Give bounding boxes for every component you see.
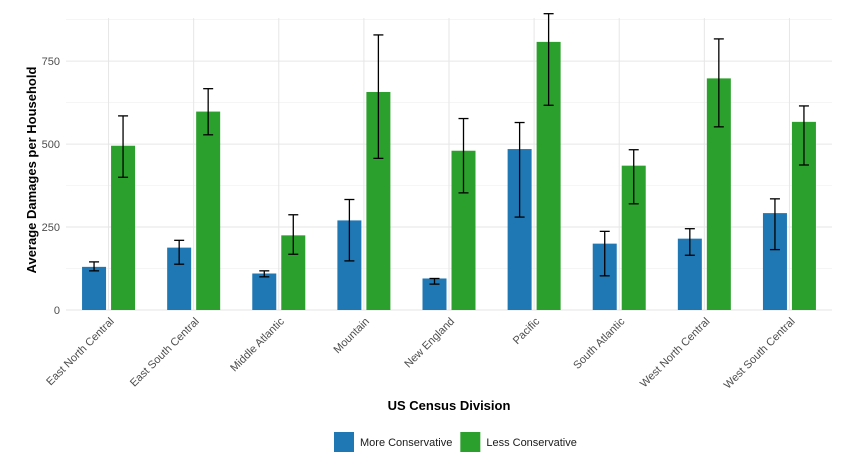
x-axis-title: US Census Division	[388, 398, 511, 413]
error-bar	[344, 198, 355, 262]
y-tick-label: 500	[42, 139, 60, 151]
x-tick-label: West South Central	[722, 316, 798, 392]
x-tick-label: East North Central	[44, 316, 116, 388]
error-bar	[599, 230, 610, 277]
y-tick-labels: 0 250 500 750	[42, 56, 60, 317]
bar	[82, 266, 107, 310]
bar	[507, 149, 532, 310]
error-bar	[458, 117, 469, 194]
error-bar	[89, 261, 100, 272]
legend-label: More Conservative	[360, 437, 452, 449]
error-bar	[203, 88, 214, 136]
legend-label: Less Conservative	[486, 437, 577, 449]
legend-item: Less Conservative	[460, 432, 577, 452]
error-bar	[174, 239, 185, 265]
error-bar	[684, 228, 695, 256]
error-bar	[514, 121, 525, 218]
error-bar	[628, 149, 639, 205]
legend-swatch	[334, 432, 354, 452]
bar	[196, 111, 221, 310]
error-bar	[429, 277, 440, 285]
y-tick-label: 250	[42, 222, 60, 234]
grid	[66, 18, 832, 311]
error-bar	[798, 105, 809, 166]
error-bar	[713, 38, 724, 128]
error-bar	[769, 198, 780, 251]
x-tick-label: West North Central	[638, 316, 712, 390]
x-tick-label: New England	[402, 316, 457, 371]
x-tick-label: Mountain	[332, 316, 372, 356]
x-tick-labels: East North Central East South Central Midd…	[44, 315, 797, 391]
bar	[252, 273, 277, 310]
error-bar	[373, 34, 384, 160]
x-tick-label: East South Central	[128, 316, 202, 390]
error-bars	[89, 13, 809, 285]
legend-swatch	[460, 432, 481, 452]
y-axis-title: Average Damages per Household	[24, 67, 39, 274]
error-bar	[259, 270, 270, 278]
x-tick-label: Middle Atlantic	[228, 315, 287, 374]
error-bar	[118, 115, 129, 178]
error-bar	[288, 214, 299, 255]
legend: More Conservative Less Conservative	[334, 432, 577, 452]
x-tick-label: South Atlantic	[571, 315, 627, 371]
error-bar	[543, 13, 554, 106]
y-tick-label: 0	[54, 305, 60, 317]
legend-item: More Conservative	[334, 432, 452, 452]
y-tick-label: 750	[42, 56, 60, 68]
x-tick-label: Pacific	[511, 315, 543, 347]
